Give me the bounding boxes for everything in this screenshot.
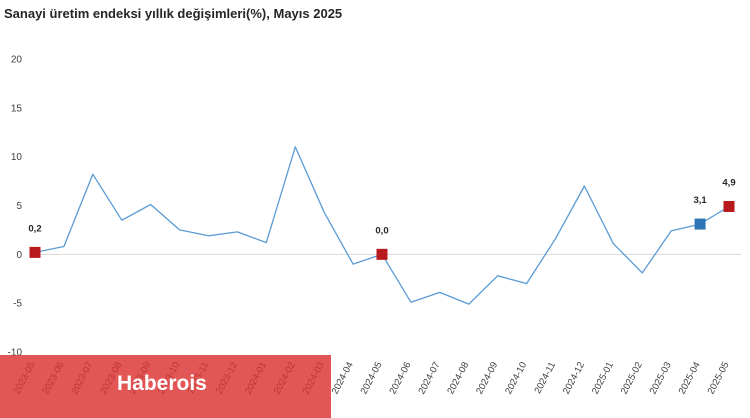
y-tick-label: 10 <box>11 152 23 163</box>
x-tick-label: 2024-12 <box>561 360 587 396</box>
data-label: 3,1 <box>693 195 707 206</box>
data-point-marker <box>376 248 388 260</box>
data-label: 0,2 <box>28 223 41 234</box>
x-tick-label: 2025-03 <box>648 360 674 396</box>
data-point-marker <box>694 218 706 230</box>
watermark-banner: Haberois <box>0 355 331 418</box>
y-tick-label: 5 <box>16 201 22 212</box>
x-tick-label: 2024-04 <box>330 360 356 396</box>
x-tick-label: 2024-07 <box>416 360 442 396</box>
y-tick-label: -10 <box>8 348 23 359</box>
y-tick-label: 20 <box>11 55 23 66</box>
x-tick-label: 2025-01 <box>590 360 616 396</box>
y-tick-label: 15 <box>11 103 23 114</box>
x-tick-label: 2024-08 <box>445 360 471 396</box>
y-tick-label: 0 <box>16 250 22 261</box>
x-tick-label: 2024-06 <box>387 360 413 396</box>
x-tick-label: 2024-05 <box>359 360 385 396</box>
y-tick-label: -5 <box>13 299 22 310</box>
x-tick-label: 2025-02 <box>619 360 645 396</box>
data-label: 4,9 <box>722 177 735 188</box>
data-label: 0,0 <box>375 225 388 236</box>
data-point-marker <box>29 246 41 258</box>
x-tick-label: 2024-11 <box>532 360 558 395</box>
x-tick-label: 2024-10 <box>503 360 529 396</box>
watermark-text: Haberois <box>117 372 207 395</box>
data-point-marker <box>723 200 735 212</box>
x-tick-label: 2025-05 <box>706 360 732 396</box>
x-tick-label: 2025-04 <box>677 360 703 396</box>
x-tick-label: 2024-09 <box>474 360 500 396</box>
chart-title: Sanayi üretim endeksi yıllık değişimleri… <box>4 6 343 21</box>
